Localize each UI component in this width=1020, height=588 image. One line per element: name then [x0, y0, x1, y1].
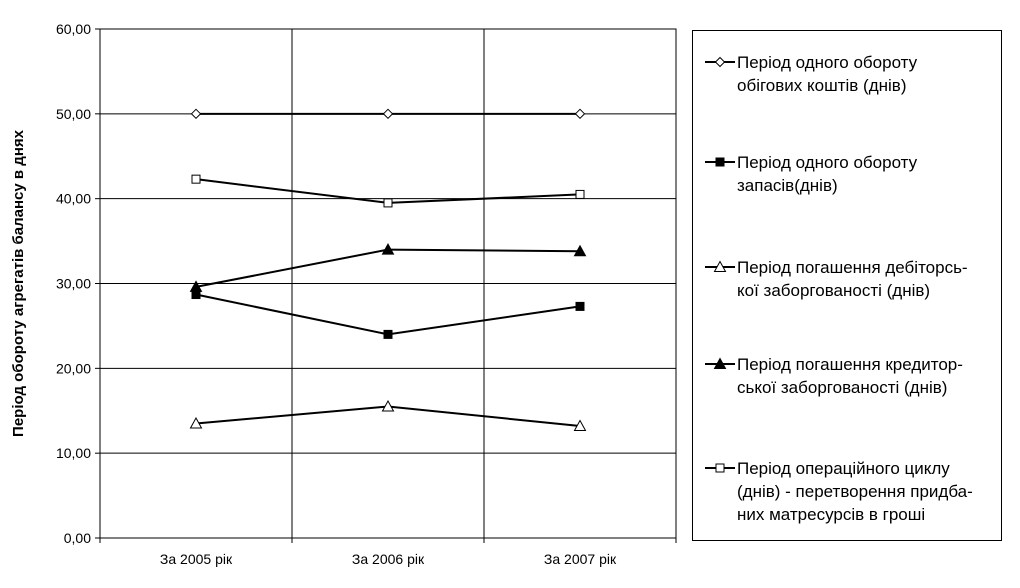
legend-label-line: Період погашення кредитор- [737, 355, 963, 374]
y-axis-label: Період обороту агрегатів балансу в днях [10, 129, 27, 437]
legend-item: Період одного обороту обігових коштів (д… [703, 51, 999, 97]
data-point [382, 108, 394, 120]
legend-label-line: (днів) - перетворення придба- [737, 482, 973, 501]
legend-label: Період одного обороту запасів(днів) [737, 151, 917, 197]
data-point [381, 243, 395, 255]
legend-point [713, 357, 727, 369]
legend-point [714, 56, 726, 68]
legend-label-line: обігових коштів (днів) [737, 76, 907, 95]
legend-label: Період операційного циклу (днів) - перет… [737, 457, 973, 526]
legend-marker-filled-square-icon [705, 157, 735, 167]
legend-item: Період погашення дебіторсь- кої заборгов… [703, 256, 999, 302]
legend-point [713, 260, 727, 272]
data-point [573, 419, 587, 432]
legend-label: Період погашення дебіторсь- кої заборгов… [737, 256, 968, 302]
data-point [574, 108, 586, 120]
legend-label-line: Період операційного циклу [737, 459, 950, 478]
legend-marker-open-triangle-icon [705, 260, 735, 272]
y-tick-label: 0,00 [64, 530, 91, 546]
legend-label-line: запасів(днів) [737, 176, 838, 195]
legend: Період одного обороту обігових коштів (д… [692, 30, 1002, 541]
data-point [383, 198, 393, 208]
y-tick-label: 60,00 [56, 21, 91, 37]
y-tick-label: 20,00 [56, 360, 91, 376]
legend-label-line: ської заборгованості (днів) [737, 378, 948, 397]
legend-label: Період одного обороту обігових коштів (д… [737, 51, 917, 97]
data-point [573, 244, 587, 257]
data-point [189, 280, 203, 292]
legend-label-line: Період одного обороту [737, 153, 918, 172]
legend-item: Період операційного циклу (днів) - перет… [703, 457, 999, 526]
x-tick-label: За 2005 рік [160, 551, 233, 567]
data-point [190, 108, 202, 120]
legend-marker-filled-triangle-icon [705, 357, 735, 369]
x-tick-label: За 2006 рік [352, 551, 425, 567]
legend-item: Період одного обороту запасів(днів) [703, 151, 999, 197]
data-point [575, 301, 585, 311]
legend-label-line: кої заборгованості (днів) [737, 281, 931, 300]
data-point [381, 399, 395, 412]
legend-label-line: Період погашення дебіторсь- [737, 258, 968, 277]
legend-label: Період погашення кредитор- ської заборго… [737, 353, 963, 399]
legend-point [715, 157, 725, 167]
y-tick-label: 50,00 [56, 106, 91, 122]
y-tick-label: 40,00 [56, 191, 91, 207]
data-point [191, 174, 201, 184]
data-point [189, 416, 203, 429]
legend-label-line: Період одного обороту [737, 53, 918, 72]
legend-point [715, 463, 725, 473]
legend-marker-open-square-icon [705, 463, 735, 473]
legend-label-line: них матресурсів в гроші [737, 505, 926, 524]
legend-marker-diamond-icon [705, 56, 735, 68]
x-tick-label: За 2007 рік [544, 551, 617, 567]
legend-item: Період погашення кредитор- ської заборго… [703, 353, 999, 399]
y-tick-label: 10,00 [56, 445, 91, 461]
data-point [575, 189, 585, 199]
y-tick-label: 30,00 [56, 276, 91, 292]
data-point [383, 329, 393, 339]
